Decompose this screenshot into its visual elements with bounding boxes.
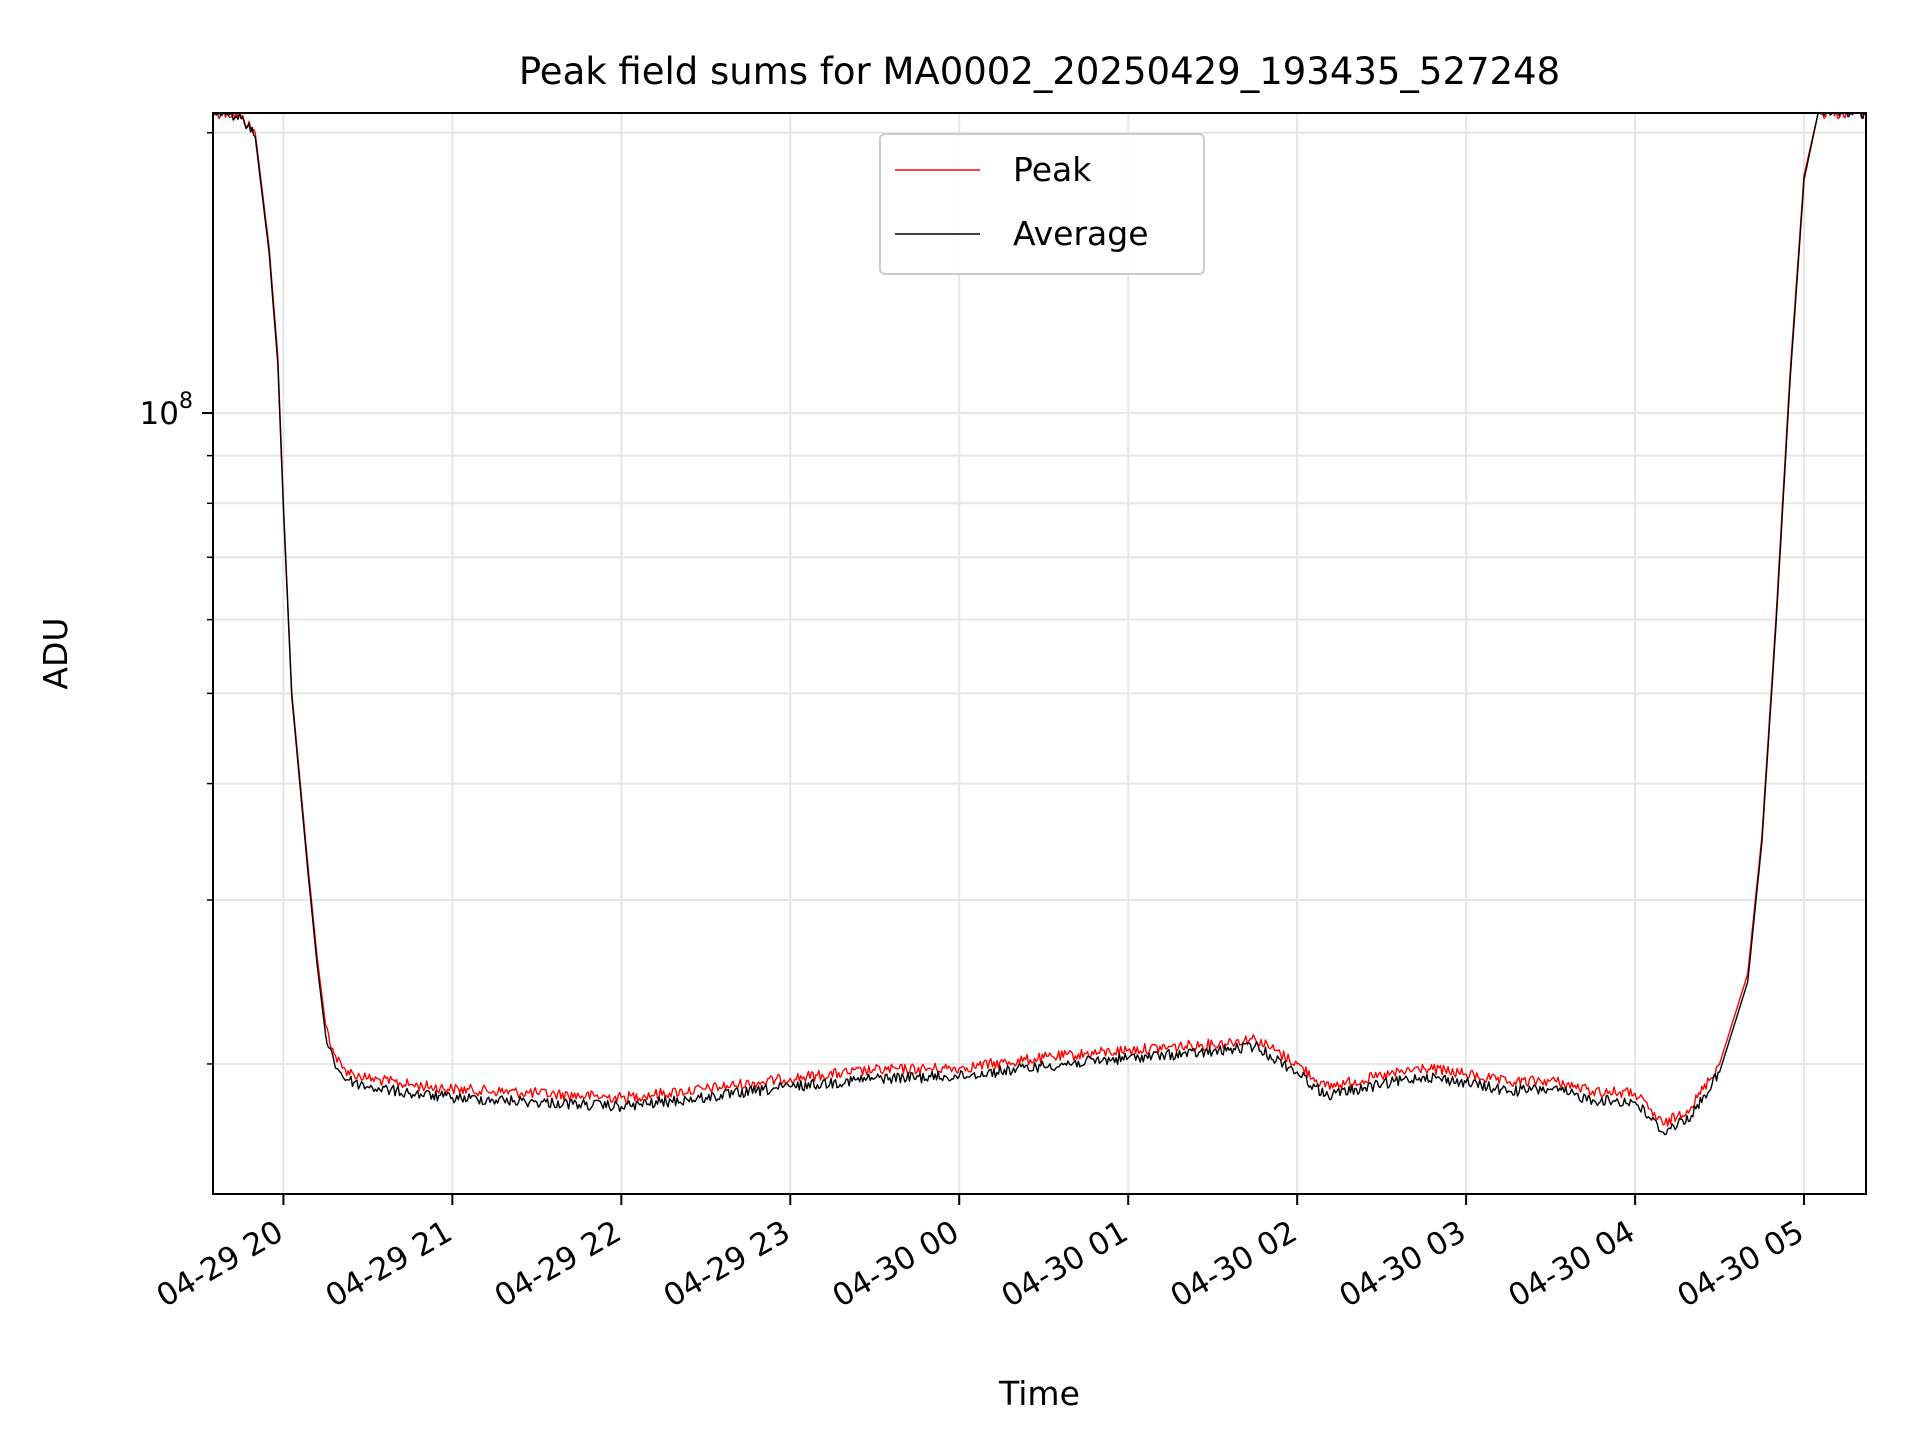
y-axis-label: ADU <box>36 617 75 689</box>
series-line-average <box>213 113 1866 1136</box>
grid <box>213 113 1866 1194</box>
legend-box <box>879 133 1205 275</box>
plot-area <box>213 113 1866 1136</box>
legend: Peak Average <box>879 133 1205 275</box>
y-axis-ticks: 108 <box>140 131 213 1065</box>
legend-average-label: Average <box>1013 214 1149 253</box>
x-axis-label: Time <box>998 1374 1080 1413</box>
series-line-peak <box>213 113 1866 1127</box>
axes-frame <box>212 112 1867 1195</box>
y-tick-label: 108 <box>140 389 193 432</box>
chart-title: Peak field sums for MA0002_20250429_1934… <box>519 50 1560 93</box>
legend-peak-label: Peak <box>1013 150 1092 189</box>
